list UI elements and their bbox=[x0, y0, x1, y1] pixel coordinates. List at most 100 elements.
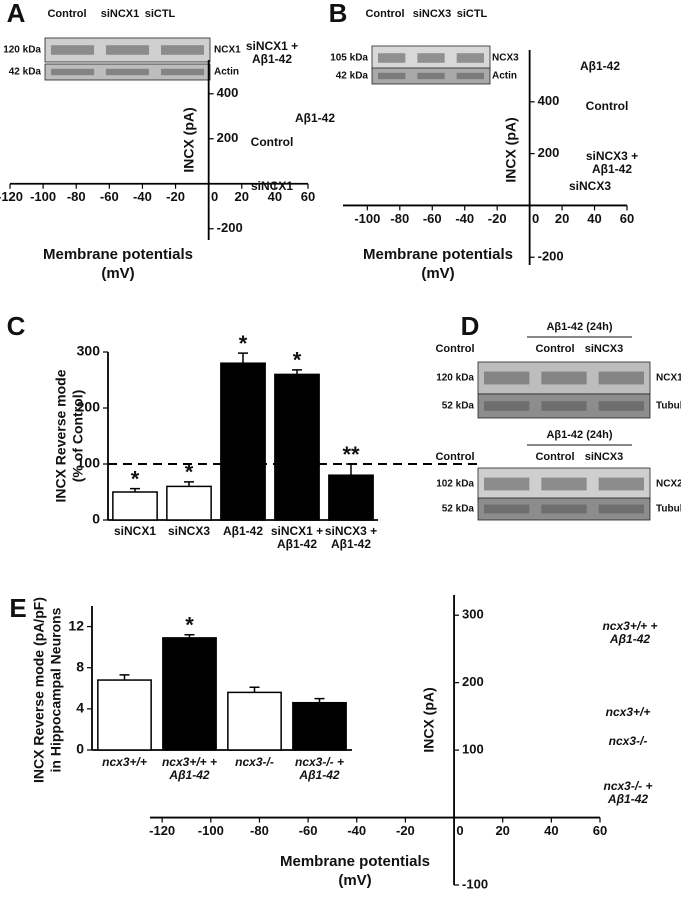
x-tick-label: -80 bbox=[250, 823, 269, 838]
blot-signal bbox=[456, 72, 484, 80]
y-tick-label: -200 bbox=[538, 249, 564, 264]
y-tick-label: 100 bbox=[462, 742, 484, 757]
blot-signal bbox=[598, 477, 644, 491]
significance: * bbox=[293, 348, 302, 373]
x-tick-label: 60 bbox=[620, 211, 634, 226]
trace-label: siNCX3 + Aβ1-42 bbox=[585, 149, 639, 176]
x-tick-label: -40 bbox=[347, 823, 366, 838]
blot-size: 105 kDa bbox=[330, 53, 368, 64]
trace-label: Aβ1-42 bbox=[294, 111, 335, 125]
blot-signal bbox=[541, 504, 587, 514]
x-tick-label: -20 bbox=[396, 823, 415, 838]
blot-protein: Tubulin bbox=[656, 504, 681, 515]
blot-signal bbox=[541, 401, 587, 411]
y-axis-label: INCX (pA) bbox=[503, 117, 519, 182]
blot-signal bbox=[51, 68, 94, 76]
blot-protein: Tubulin bbox=[656, 401, 681, 412]
y-tick-label: 400 bbox=[217, 85, 239, 100]
y-tick-label: 100 bbox=[77, 455, 101, 471]
blot-signal bbox=[417, 53, 445, 63]
error-bar bbox=[249, 686, 260, 693]
category-label: ncx3+/+ + Aβ1-42 bbox=[161, 755, 218, 782]
y-tick-label: 400 bbox=[538, 93, 560, 108]
bar bbox=[162, 637, 217, 751]
y-axis-label: INCX Reverse mode (pA/pF) bbox=[31, 597, 47, 783]
lane-label: siCTL bbox=[145, 8, 176, 20]
blot-protein: NCX2 bbox=[656, 479, 681, 490]
y-tick-label: 8 bbox=[76, 658, 84, 674]
x-axis-unit: (mV) bbox=[101, 265, 134, 282]
y-axis-label: (% of Control) bbox=[70, 390, 86, 483]
panel-letter: B bbox=[329, 0, 348, 28]
trace-label: ncx3+/+ bbox=[605, 705, 651, 719]
error-bar bbox=[184, 481, 194, 487]
error-bar bbox=[130, 487, 140, 492]
bar bbox=[227, 691, 282, 751]
x-tick-label: 0 bbox=[532, 211, 539, 226]
y-tick-label: 200 bbox=[77, 399, 101, 415]
significance: ** bbox=[342, 442, 360, 467]
blot-signal bbox=[417, 72, 445, 80]
x-tick-label: 20 bbox=[235, 189, 249, 204]
x-axis-label: Membrane potentials bbox=[363, 246, 513, 263]
blot-protein: NCX3 bbox=[492, 53, 519, 64]
blot-protein: NCX1 bbox=[214, 45, 241, 56]
blot-signal bbox=[541, 371, 587, 385]
panel-letter: E bbox=[9, 593, 26, 623]
panel-letter: D bbox=[461, 311, 480, 341]
y-tick-label: -200 bbox=[217, 220, 243, 235]
x-tick-label: -80 bbox=[67, 189, 86, 204]
bar bbox=[97, 679, 152, 751]
y-tick-label: 0 bbox=[76, 741, 84, 757]
trace-label: Aβ1-42 bbox=[579, 59, 620, 73]
x-axis-unit: (mV) bbox=[421, 265, 454, 282]
y-tick-label: 0 bbox=[92, 511, 100, 527]
x-tick-label: 60 bbox=[301, 189, 315, 204]
bar bbox=[328, 474, 374, 521]
y-tick-label: 4 bbox=[76, 700, 84, 716]
lane-label: Control bbox=[435, 451, 474, 463]
blot-size: 102 kDa bbox=[436, 479, 474, 490]
x-tick-label: -100 bbox=[354, 211, 380, 226]
category-label: siNCX3 + Aβ1-42 bbox=[324, 524, 378, 551]
lane-label: siNCX3 bbox=[413, 8, 452, 20]
x-tick-label: -20 bbox=[488, 211, 507, 226]
bar bbox=[220, 362, 266, 521]
bar bbox=[112, 491, 158, 521]
x-tick-label: -120 bbox=[0, 189, 23, 204]
blot-signal bbox=[484, 371, 530, 385]
bar bbox=[166, 485, 212, 521]
y-tick-label: -100 bbox=[462, 876, 488, 891]
x-tick-label: -40 bbox=[133, 189, 152, 204]
significance: * bbox=[185, 613, 194, 638]
significance: * bbox=[131, 466, 140, 491]
error-bar bbox=[184, 634, 195, 638]
x-tick-label: 20 bbox=[555, 211, 569, 226]
lane-label: siNCX1 bbox=[101, 8, 140, 20]
bar bbox=[292, 701, 347, 751]
x-tick-label: 20 bbox=[495, 823, 509, 838]
significance: * bbox=[185, 460, 194, 485]
trace-label: ncx3-/- bbox=[608, 734, 648, 748]
blot-size: 120 kDa bbox=[3, 45, 41, 56]
x-tick-label: 40 bbox=[544, 823, 558, 838]
error-bar bbox=[238, 352, 248, 364]
blot-signal bbox=[484, 477, 530, 491]
x-tick-label: 0 bbox=[456, 823, 463, 838]
blot-signal bbox=[456, 53, 484, 63]
blot-protein: Actin bbox=[492, 71, 517, 82]
blot-signal bbox=[51, 45, 94, 55]
blot-size: 42 kDa bbox=[336, 71, 369, 82]
x-tick-label: -60 bbox=[423, 211, 442, 226]
blot-signal bbox=[598, 401, 644, 411]
category-label: Aβ1-42 bbox=[222, 524, 263, 538]
y-axis-label: INCX (pA) bbox=[181, 107, 197, 172]
error-bar bbox=[292, 369, 302, 375]
trace-label: ncx3-/- + Aβ1-42 bbox=[603, 779, 653, 806]
lane-label: Control bbox=[365, 8, 404, 20]
lane-label: siNCX3 bbox=[585, 343, 624, 355]
blot-signal bbox=[484, 504, 530, 514]
x-tick-label: -80 bbox=[390, 211, 409, 226]
x-tick-label: -20 bbox=[166, 189, 185, 204]
category-label: siNCX3 bbox=[167, 524, 211, 538]
